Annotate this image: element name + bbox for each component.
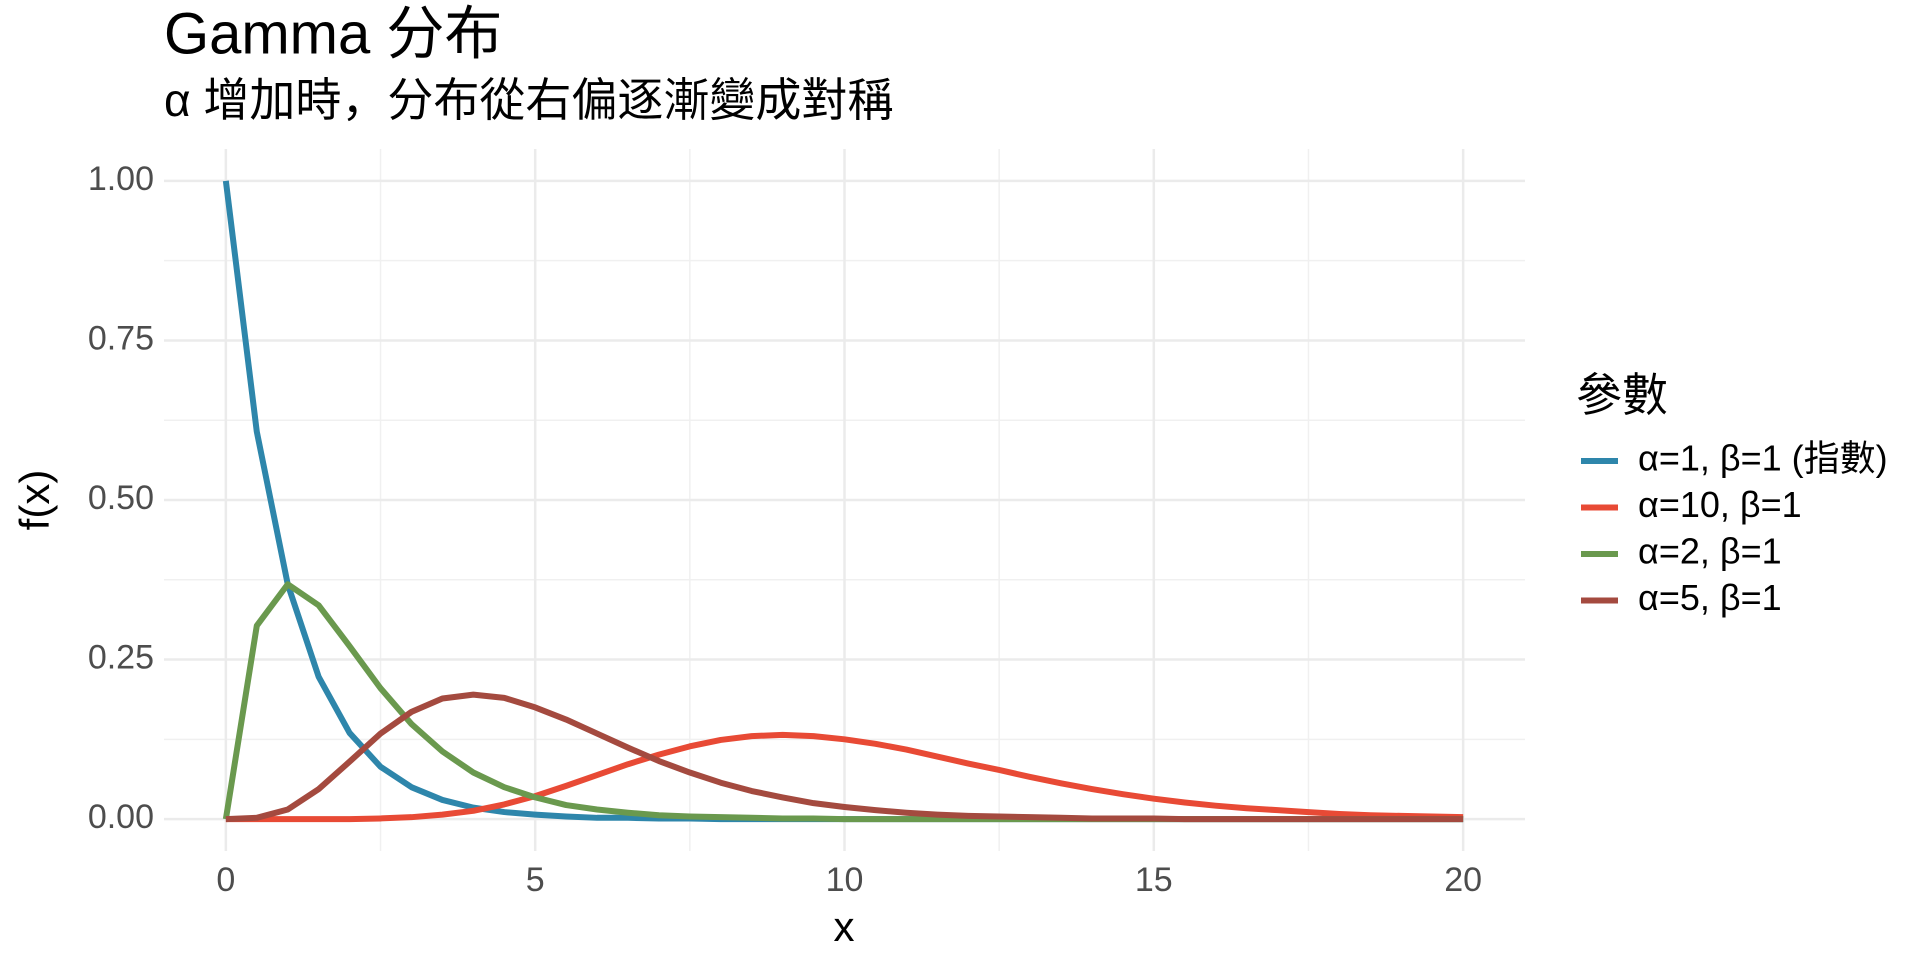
x-tick-label: 15 (1135, 861, 1173, 899)
y-axis-title: f(x) (11, 470, 58, 531)
x-axis-title: x (834, 903, 855, 950)
x-tick-label: 5 (526, 861, 545, 899)
legend-label: α=5, β=1 (1638, 577, 1782, 618)
x-tick-label: 0 (216, 861, 235, 899)
line (225, 691, 1464, 823)
x-tick-label: 20 (1444, 861, 1482, 899)
chart-subtitle: α 增加時，分布從右偏逐漸變成對稱 (164, 74, 893, 126)
legend-label: α=1, β=1 (指數) (1638, 438, 1888, 479)
legend-label: α=2, β=1 (1638, 531, 1782, 572)
y-tick-label: 0.75 (88, 319, 154, 357)
chart-title: Gamma 分布 (164, 1, 502, 66)
x-tick-label: 10 (826, 861, 864, 899)
legend-title: 參數 (1576, 369, 1668, 421)
y-tick-label: 0.00 (88, 798, 154, 836)
legend-label: α=10, β=1 (1638, 484, 1802, 525)
line (225, 731, 1464, 823)
y-tick-label: 0.50 (88, 479, 154, 517)
y-tick-label: 1.00 (88, 160, 154, 198)
y-tick-label: 0.25 (88, 639, 154, 677)
